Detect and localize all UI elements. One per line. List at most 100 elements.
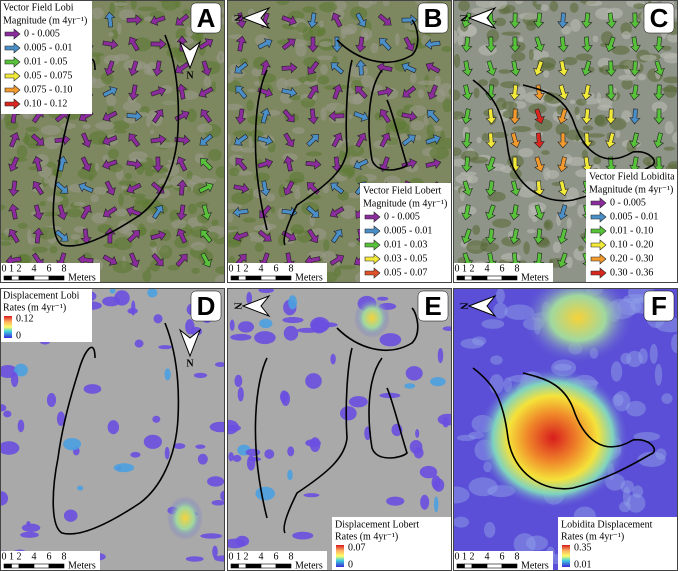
legend-arrow (4, 70, 21, 82)
legend-arrow (4, 42, 21, 54)
vector-arrow (198, 38, 214, 50)
vector-arrow (234, 61, 249, 74)
vector-arrow (81, 132, 92, 148)
vector-arrow (629, 156, 641, 173)
legend-subtitle: Magnitude (m 4yr⁻¹) (3, 15, 87, 26)
scale-tick-label: 6 (500, 551, 505, 562)
legend-arrow (4, 84, 21, 96)
panel-letter: B (424, 3, 443, 33)
vector-arrow (330, 62, 345, 75)
scale-segment (464, 563, 473, 569)
scale-tick-label: 8 (515, 263, 520, 274)
vector-arrow (557, 132, 569, 149)
scale-tick-label: 4 (259, 263, 264, 274)
legend-arrow (364, 253, 381, 265)
scale-segment (33, 563, 50, 569)
legend-title: Displacement Lobi (3, 290, 80, 301)
vector-arrow (461, 132, 473, 149)
vector-arrow (461, 156, 473, 173)
vector-arrow (235, 12, 247, 29)
letter-box (417, 2, 449, 34)
vector-arrow (175, 13, 190, 26)
scale-tick-label: 6 (500, 263, 505, 274)
colorbar-max: 0.07 (348, 542, 366, 553)
vector-arrow (461, 60, 473, 77)
legend-arrow (590, 211, 607, 223)
scale-unit: Meters (295, 272, 323, 283)
scale-segment (245, 275, 262, 281)
vector-arrow (629, 12, 641, 29)
vector-arrow (8, 203, 20, 220)
scale-tick-label: 8 (62, 551, 67, 562)
vector-arrow (425, 62, 441, 74)
vector-arrow (176, 204, 188, 221)
vector-arrow (126, 110, 143, 122)
vector-arrow (534, 36, 545, 53)
vector-arrow (425, 134, 441, 145)
vector-arrow (102, 110, 118, 122)
vector-arrow (149, 15, 166, 26)
legend-label: 0.01 - 0.10 (610, 225, 653, 236)
legend-title: Vector Field Lobert (363, 185, 442, 196)
scale-segment (275, 563, 292, 569)
legend-box (0, 0, 92, 114)
scale-segment (486, 563, 503, 569)
scale-tick-label: 2 (244, 551, 249, 562)
vector-arrow (328, 110, 345, 122)
vector-arrow (281, 38, 296, 51)
vector-arrow (379, 156, 390, 172)
legend-arrow (590, 239, 607, 251)
vector-arrow (152, 156, 164, 173)
legend-label: 0.05 - 0.07 (384, 267, 427, 278)
scale-tick-label: 8 (289, 263, 294, 274)
scale-segment (464, 275, 473, 281)
north-label: N (232, 14, 243, 22)
legend-label: 0.10 - 0.12 (24, 98, 67, 109)
vector-arrow (557, 108, 568, 125)
scale-tick-label: 4 (32, 263, 37, 274)
legend-arrow (590, 225, 607, 237)
vector-arrow (653, 84, 665, 101)
vector-arrow (307, 12, 319, 29)
vector-arrow (376, 62, 393, 74)
legend-label: 0.20 - 0.30 (610, 253, 653, 264)
north-arrow (178, 40, 202, 70)
letter-box (643, 2, 675, 34)
scale-segment (260, 563, 277, 569)
vector-arrow (307, 84, 319, 100)
vector-arrow (175, 61, 190, 74)
vector-arrow (509, 228, 521, 245)
scale-segment (48, 275, 65, 281)
north-label: N (458, 14, 469, 22)
vector-arrow (605, 84, 617, 101)
vector-arrow (257, 229, 272, 242)
legend-label: 0.05 - 0.075 (24, 70, 72, 81)
legend-label: 0 - 0.005 (384, 211, 420, 222)
vector-arrow (126, 206, 142, 217)
vector-arrow (533, 132, 545, 149)
vector-arrow (557, 156, 569, 173)
vector-arrow (260, 107, 271, 124)
vector-arrow (427, 109, 440, 123)
vector-arrow (257, 158, 274, 169)
scale-unit: Meters (68, 272, 96, 283)
scale-unit: Meters (68, 560, 96, 571)
vector-arrow (150, 134, 167, 146)
vector-arrow (200, 109, 213, 124)
vector-arrow (175, 253, 188, 268)
legend-label: 0.005 - 0.01 (384, 225, 432, 236)
vector-arrow (200, 252, 212, 268)
scale-tick-label: 0 (455, 263, 460, 274)
vector-arrow (485, 84, 497, 101)
scale-tick-label: 4 (485, 263, 490, 274)
scale-tick-label: 0 (2, 263, 7, 274)
scale-tick-label: 6 (47, 263, 52, 274)
scale-segment (471, 275, 488, 281)
scale-segment (238, 275, 247, 281)
legend-label: 0.005 - 0.01 (24, 42, 72, 53)
vector-arrow (533, 12, 545, 29)
vector-arrow (379, 108, 391, 124)
